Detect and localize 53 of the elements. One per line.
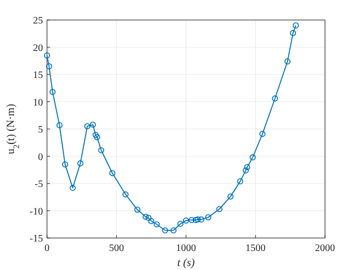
point (122, 191, 129, 198)
point (44, 52, 50, 58)
y-tick-label: -5 (34, 179, 43, 190)
point (290, 30, 296, 36)
point (90, 122, 96, 128)
point (77, 160, 84, 166)
point (109, 170, 116, 176)
point (242, 167, 249, 174)
y-tick-label: 15 (33, 70, 43, 81)
point (56, 122, 63, 128)
y-tick-label: 10 (33, 97, 43, 108)
point (142, 214, 149, 220)
point (94, 134, 100, 140)
y-tick-label: 0 (38, 152, 43, 163)
x-tick-label: 2000 (315, 243, 335, 254)
point (182, 218, 190, 224)
y-tick-label: -10 (30, 206, 43, 218)
point (177, 220, 184, 227)
y-tick-label: -15 (30, 234, 43, 244)
y-tick-label: 5 (38, 124, 43, 136)
point (170, 227, 177, 234)
point (237, 178, 244, 184)
point (188, 216, 195, 224)
point (154, 221, 160, 228)
y-tick-label: 20 (33, 42, 43, 54)
point (50, 88, 56, 95)
point (70, 184, 76, 191)
point (244, 164, 250, 170)
point (272, 95, 278, 102)
point (284, 58, 291, 64)
point (259, 130, 266, 137)
y-tick-label: 25 (33, 16, 43, 26)
point (62, 161, 68, 168)
point (162, 227, 168, 234)
point (205, 214, 212, 220)
x-tick-label: 1000 (176, 243, 196, 254)
point (216, 206, 222, 212)
point (250, 154, 256, 160)
point (192, 216, 199, 224)
point (194, 216, 201, 223)
point (148, 218, 154, 224)
point (92, 132, 99, 138)
point (98, 147, 104, 154)
point (134, 206, 140, 213)
x-tick-label: 1500 (246, 243, 266, 254)
point (84, 123, 90, 130)
point (292, 22, 299, 28)
x-axis-title: t (s) (177, 257, 196, 269)
point (198, 216, 204, 223)
point (227, 194, 234, 200)
point (46, 63, 52, 70)
x-tick-label: 500 (109, 243, 124, 254)
point (145, 214, 152, 221)
